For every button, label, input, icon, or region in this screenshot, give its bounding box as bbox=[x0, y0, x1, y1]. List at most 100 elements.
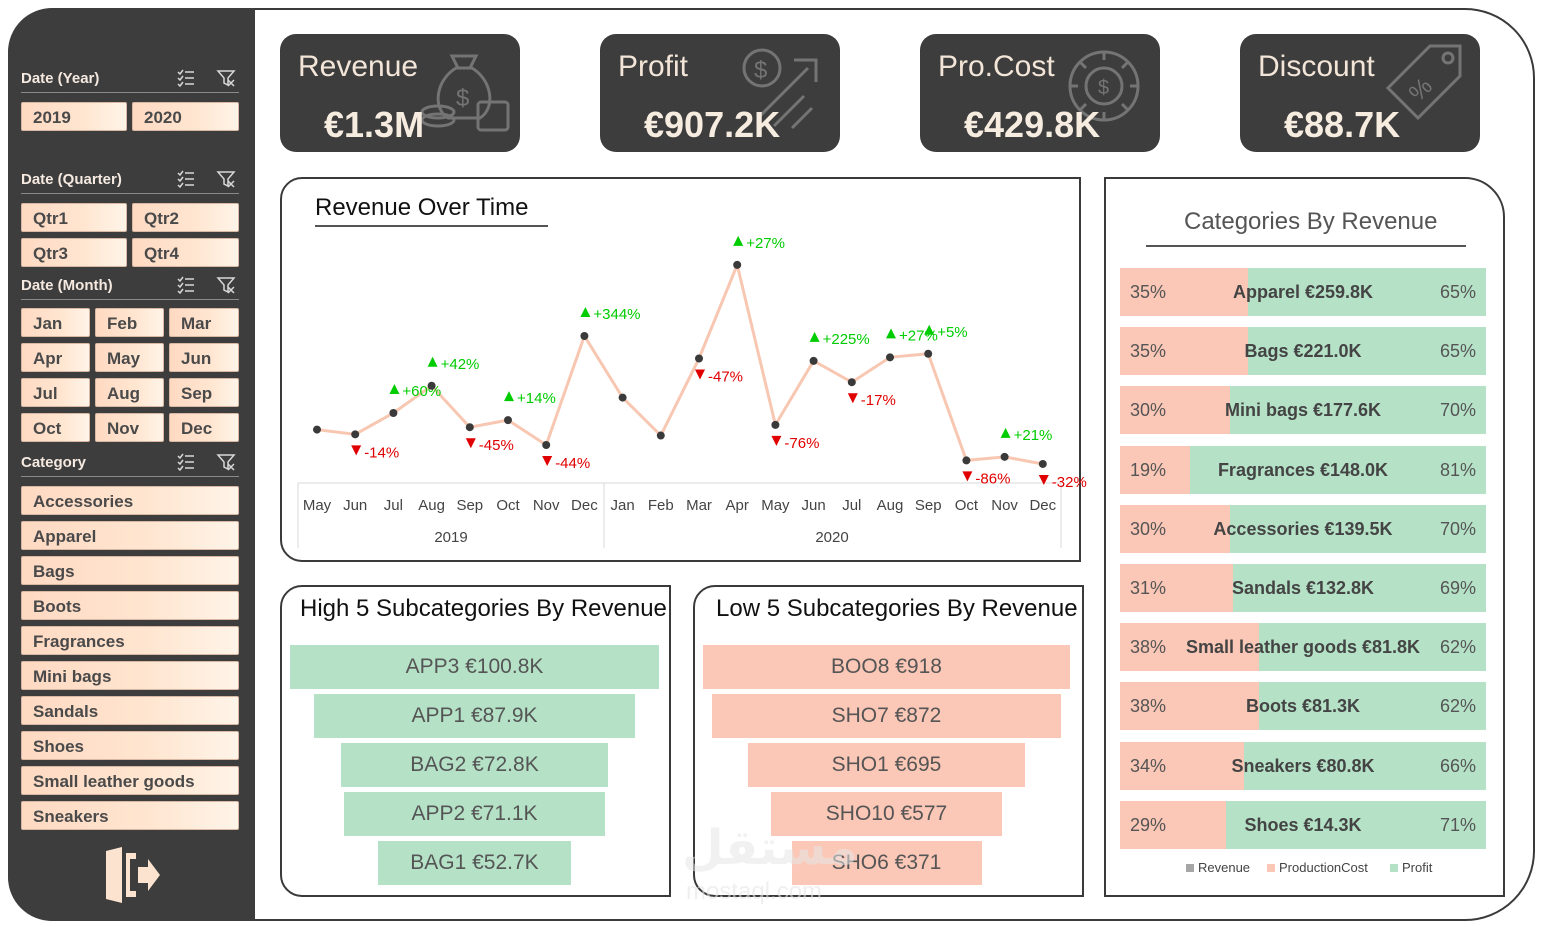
slicer-option-quarter[interactable]: Qtr3 bbox=[21, 238, 127, 267]
category-revenue-label: Apparel €259.8K bbox=[1232, 282, 1374, 302]
production-cost-segment bbox=[1120, 327, 1249, 376]
slicer-option-month[interactable]: Jul bbox=[21, 378, 90, 407]
legend-label: Revenue bbox=[1198, 860, 1251, 875]
cost-pct-label: 34% bbox=[1130, 755, 1167, 776]
slicer-option-month[interactable]: Jun bbox=[169, 343, 239, 372]
production-cost-segment bbox=[1120, 445, 1190, 494]
slicer-title-quarter: Date (Quarter) bbox=[21, 171, 122, 188]
revenue-over-time-panel bbox=[280, 177, 1081, 562]
slicer-option-month[interactable]: Dec bbox=[169, 413, 239, 442]
slicer-option-month[interactable]: Feb bbox=[95, 308, 164, 337]
slicer-divider bbox=[21, 193, 239, 194]
slicer-option-category[interactable]: Accessories bbox=[21, 486, 239, 515]
production-cost-segment bbox=[1120, 386, 1230, 435]
slicer-option-month[interactable]: Sep bbox=[169, 378, 239, 407]
category-revenue-label: Fragrances €148.0K bbox=[1217, 459, 1389, 480]
profit-pct-label: 69% bbox=[1439, 578, 1476, 598]
slicer-option-month[interactable]: Aug bbox=[95, 378, 164, 407]
legend-label: ProductionCost bbox=[1279, 860, 1368, 875]
watermark: مستقل bbox=[682, 822, 858, 875]
gear-cost-icon: $ bbox=[1056, 38, 1152, 134]
cost-pct-label: 30% bbox=[1130, 518, 1167, 539]
clear-filter-icon[interactable] bbox=[216, 275, 236, 295]
slicer-option-category[interactable]: Bags bbox=[21, 556, 239, 585]
slicer-option-category[interactable]: Sandals bbox=[21, 696, 239, 725]
kpi-value: €429.8K bbox=[964, 104, 1101, 145]
slicer-option-month[interactable]: Mar bbox=[169, 308, 239, 337]
category-revenue-label: Sneakers €80.8K bbox=[1231, 755, 1375, 776]
category-revenue-label: Boots €81.3K bbox=[1245, 696, 1361, 717]
cost-pct-label: 35% bbox=[1130, 282, 1167, 302]
slicer-option-quarter[interactable]: Qtr2 bbox=[132, 203, 239, 232]
title-underline bbox=[315, 225, 548, 227]
slicer-option-month[interactable]: Nov bbox=[95, 413, 164, 442]
kpi-card-pro-cost: $ Pro.Cost €429.8K bbox=[920, 34, 1160, 152]
categories-title: Categories By Revenue bbox=[1184, 208, 1438, 235]
svg-text:$: $ bbox=[456, 85, 469, 112]
slicer-option-quarter[interactable]: Qtr4 bbox=[132, 238, 239, 267]
slicer-option-year[interactable]: 2020 bbox=[132, 102, 239, 131]
slicer-divider bbox=[21, 476, 239, 477]
production-cost-segment bbox=[1120, 800, 1227, 849]
svg-text:$: $ bbox=[1098, 77, 1109, 99]
cost-pct-label: 30% bbox=[1130, 400, 1167, 421]
category-revenue-label: Bags €221.0K bbox=[1244, 341, 1362, 362]
cost-pct-label: 19% bbox=[1130, 459, 1167, 480]
slicer-option-category[interactable]: Small leather goods bbox=[21, 766, 239, 795]
cost-pct-label: 29% bbox=[1130, 814, 1167, 835]
category-bar-row: 30% Mini bags €177.6K 70% bbox=[1120, 386, 1486, 435]
category-bar-row: 35% Apparel €259.8K 65% bbox=[1120, 268, 1486, 316]
slicer-option-category[interactable]: Apparel bbox=[21, 521, 239, 550]
slicer-option-month[interactable]: May bbox=[95, 343, 164, 372]
clear-filter-icon[interactable] bbox=[216, 452, 236, 472]
cost-pct-label: 31% bbox=[1130, 578, 1167, 598]
multi-select-icon[interactable] bbox=[176, 452, 196, 472]
category-bar-row: 38% Small leather goods €81.8K 62% bbox=[1120, 623, 1486, 672]
profit-pct-label: 70% bbox=[1439, 400, 1476, 421]
production-cost-segment bbox=[1120, 504, 1230, 553]
slicer-option-month[interactable]: Apr bbox=[21, 343, 90, 372]
slicer-option-category[interactable]: Boots bbox=[21, 591, 239, 620]
category-revenue-label: Sandals €132.8K bbox=[1231, 578, 1375, 598]
slicer-option-quarter[interactable]: Qtr1 bbox=[21, 203, 127, 232]
slicer-option-category[interactable]: Sneakers bbox=[21, 801, 239, 830]
kpi-card-revenue: $ Revenue €1.3M bbox=[280, 34, 520, 152]
high-5-title: High 5 Subcategories By Revenue bbox=[300, 595, 667, 622]
kpi-value: €1.3M bbox=[324, 104, 425, 145]
clear-filter-icon[interactable] bbox=[216, 68, 236, 88]
exit-logo-icon[interactable] bbox=[104, 845, 160, 905]
profit-pct-label: 62% bbox=[1439, 696, 1476, 717]
category-bar-row: 29% Shoes €14.3K 71% bbox=[1120, 800, 1486, 849]
slicer-title-month: Date (Month) bbox=[21, 277, 113, 294]
production-cost-segment bbox=[1120, 623, 1260, 672]
funnel-bar: SHO1 €695 bbox=[747, 743, 1026, 787]
cost-pct-label: 38% bbox=[1130, 637, 1167, 658]
legend-item: Profit bbox=[1390, 860, 1432, 875]
slicer-option-month[interactable]: Jan bbox=[21, 308, 90, 337]
kpi-label: Discount bbox=[1258, 50, 1375, 83]
category-revenue-label: Small leather goods €81.8K bbox=[1185, 637, 1421, 658]
funnel-bar: APP1 €87.9K bbox=[313, 694, 636, 738]
category-revenue-label: Accessories €139.5K bbox=[1213, 518, 1393, 539]
slicer-option-year[interactable]: 2019 bbox=[21, 102, 127, 131]
production-cost-segment bbox=[1120, 682, 1260, 731]
multi-select-icon[interactable] bbox=[176, 68, 196, 88]
funnel-bar: BAG2 €72.8K bbox=[341, 743, 608, 787]
clear-filter-icon[interactable] bbox=[216, 169, 236, 189]
slicer-option-category[interactable]: Fragrances bbox=[21, 626, 239, 655]
multi-select-icon[interactable] bbox=[176, 275, 196, 295]
slicer-option-category[interactable]: Shoes bbox=[21, 731, 239, 760]
funnel-bar: APP2 €71.1K bbox=[344, 792, 605, 836]
slicer-divider bbox=[21, 92, 239, 93]
revenue-over-time-title: Revenue Over Time bbox=[315, 194, 529, 221]
funnel-bar: BAG1 €52.7K bbox=[378, 841, 571, 885]
multi-select-icon[interactable] bbox=[176, 169, 196, 189]
category-bar-row: 19% Fragrances €148.0K 81% bbox=[1120, 445, 1486, 494]
slicer-option-month[interactable]: Oct bbox=[21, 413, 90, 442]
production-cost-segment bbox=[1120, 564, 1234, 612]
category-bar-row: 30% Accessories €139.5K 70% bbox=[1120, 504, 1486, 553]
production-cost-segment bbox=[1120, 741, 1245, 790]
slicer-option-category[interactable]: Mini bags bbox=[21, 661, 239, 690]
kpi-label: Pro.Cost bbox=[938, 50, 1055, 83]
growth-arrow-icon: $ bbox=[736, 38, 832, 134]
